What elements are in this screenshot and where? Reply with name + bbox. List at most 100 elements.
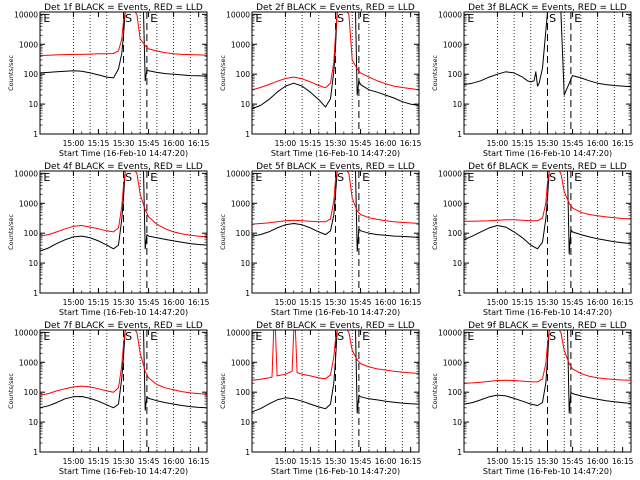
y-axis-label: Counts/sec bbox=[7, 55, 15, 91]
y-axis-label: Counts/sec bbox=[431, 214, 439, 250]
y-tick-label: 10000 bbox=[226, 169, 250, 178]
y-tick-label: 10 bbox=[240, 418, 250, 427]
y-tick-label: 10 bbox=[240, 259, 250, 268]
x-tick-label: 16:15 bbox=[188, 298, 210, 307]
x-tick-label: 15:45 bbox=[562, 139, 584, 148]
x-tick-label: 16:15 bbox=[612, 139, 634, 148]
y-tick-label: 10000 bbox=[438, 169, 462, 178]
x-axis: 15:00 15:15 15:30 15:45 16:00 16:15 bbox=[275, 12, 422, 148]
x-tick-label: 15:45 bbox=[350, 298, 372, 307]
y-tick-label: 10000 bbox=[14, 10, 38, 19]
x-tick-label: 15:15 bbox=[88, 457, 110, 466]
chart-title: Det 2f BLACK = Events, RED = LLD bbox=[256, 3, 415, 13]
y-tick-label: 10000 bbox=[14, 328, 38, 337]
y-tick-label: 100 bbox=[24, 388, 39, 397]
x-tick-label: 15:00 bbox=[275, 457, 297, 466]
series-group bbox=[464, 12, 631, 96]
series-line-events bbox=[40, 171, 207, 252]
x-axis: 15:00 15:15 15:30 15:45 16:00 16:15 bbox=[63, 12, 210, 148]
x-axis: 15:00 15:15 15:30 15:45 16:00 16:15 bbox=[487, 12, 634, 148]
series-line-lld bbox=[252, 12, 419, 91]
phase-marker: E bbox=[255, 12, 262, 25]
y-tick-label: 1000 bbox=[19, 358, 38, 367]
x-tick-label: 15:00 bbox=[63, 457, 85, 466]
series-group bbox=[40, 171, 207, 252]
phase-marker: S bbox=[125, 171, 132, 184]
x-tick-label: 16:15 bbox=[188, 457, 210, 466]
chart-title: Det 7f BLACK = Events, RED = LLD bbox=[44, 321, 203, 331]
x-tick-label: 15:45 bbox=[138, 139, 160, 148]
series-line-lld bbox=[40, 330, 207, 396]
y-tick-label: 10000 bbox=[226, 10, 250, 19]
phase-marker: E bbox=[467, 12, 474, 25]
phase-marker: E bbox=[574, 330, 581, 343]
x-axis-label: Start Time (16-Feb-10 14:47:20) bbox=[59, 467, 188, 476]
x-tick-label: 15:30 bbox=[113, 298, 135, 307]
x-tick-label: 15:00 bbox=[63, 139, 85, 148]
series-line-lld bbox=[252, 171, 419, 225]
x-tick-label: 16:00 bbox=[375, 457, 397, 466]
x-tick-label: 15:15 bbox=[300, 139, 322, 148]
phase-marker: S bbox=[337, 330, 344, 343]
y-tick-label: 100 bbox=[236, 388, 251, 397]
phase-marker: E bbox=[150, 330, 157, 343]
phase-marker: E bbox=[150, 171, 157, 184]
x-tick-label: 16:00 bbox=[163, 457, 185, 466]
phase-marker: E bbox=[43, 171, 50, 184]
y-axis: 1 10 100 1000 10000 bbox=[14, 169, 207, 298]
series-line-lld bbox=[252, 330, 419, 381]
y-tick-label: 1 bbox=[245, 289, 250, 298]
y-tick-label: 10 bbox=[28, 259, 38, 268]
y-tick-label: 100 bbox=[236, 229, 251, 238]
y-tick-label: 1 bbox=[245, 130, 250, 139]
y-tick-label: 1 bbox=[245, 448, 250, 457]
x-axis-label: Start Time (16-Feb-10 14:47:20) bbox=[483, 149, 612, 158]
x-axis-label: Start Time (16-Feb-10 14:47:20) bbox=[59, 308, 188, 317]
y-tick-label: 100 bbox=[24, 70, 39, 79]
x-tick-label: 15:00 bbox=[487, 457, 509, 466]
y-tick-label: 1 bbox=[33, 130, 38, 139]
x-tick-label: 15:30 bbox=[325, 457, 347, 466]
x-tick-label: 16:15 bbox=[400, 139, 422, 148]
y-tick-label: 100 bbox=[448, 229, 463, 238]
phase-marker: E bbox=[43, 330, 50, 343]
y-axis: 1 10 100 1000 10000 bbox=[438, 10, 631, 139]
series-line-events bbox=[464, 171, 631, 255]
y-tick-label: 100 bbox=[24, 229, 39, 238]
y-tick-label: 1000 bbox=[19, 40, 38, 49]
x-axis: 15:00 15:15 15:30 15:45 16:00 16:15 bbox=[63, 171, 210, 307]
x-tick-label: 15:30 bbox=[113, 139, 135, 148]
x-tick-label: 15:15 bbox=[88, 298, 110, 307]
x-axis-label: Start Time (16-Feb-10 14:47:20) bbox=[271, 467, 400, 476]
y-tick-label: 1000 bbox=[231, 40, 250, 49]
chart-title: Det 5f BLACK = Events, RED = LLD bbox=[256, 162, 415, 172]
y-tick-label: 10000 bbox=[438, 328, 462, 337]
y-axis: 1 10 100 1000 10000 bbox=[226, 328, 419, 457]
phase-marker: S bbox=[549, 171, 556, 184]
x-tick-label: 16:00 bbox=[375, 298, 397, 307]
y-tick-label: 1000 bbox=[443, 40, 462, 49]
y-axis-label: Counts/sec bbox=[7, 373, 15, 409]
y-axis-label: Counts/sec bbox=[219, 373, 227, 409]
phase-marker: S bbox=[549, 12, 556, 25]
y-tick-label: 10000 bbox=[438, 10, 462, 19]
series-group bbox=[40, 330, 207, 411]
x-tick-label: 15:00 bbox=[63, 298, 85, 307]
x-tick-label: 15:45 bbox=[138, 298, 160, 307]
x-tick-label: 16:00 bbox=[587, 298, 609, 307]
chart-title: Det 9f BLACK = Events, RED = LLD bbox=[468, 321, 627, 331]
chart-title: Det 8f BLACK = Events, RED = LLD bbox=[256, 321, 415, 331]
x-tick-label: 15:30 bbox=[325, 139, 347, 148]
series-group bbox=[252, 171, 419, 252]
x-tick-label: 15:15 bbox=[300, 457, 322, 466]
x-tick-label: 15:15 bbox=[512, 298, 534, 307]
x-tick-label: 16:00 bbox=[163, 139, 185, 148]
y-axis: 1 10 100 1000 10000 bbox=[438, 328, 631, 457]
phase-marker: S bbox=[125, 12, 132, 25]
x-axis: 15:00 15:15 15:30 15:45 16:00 16:15 bbox=[63, 330, 210, 466]
x-tick-label: 15:45 bbox=[562, 457, 584, 466]
y-axis-label: Counts/sec bbox=[219, 214, 227, 250]
